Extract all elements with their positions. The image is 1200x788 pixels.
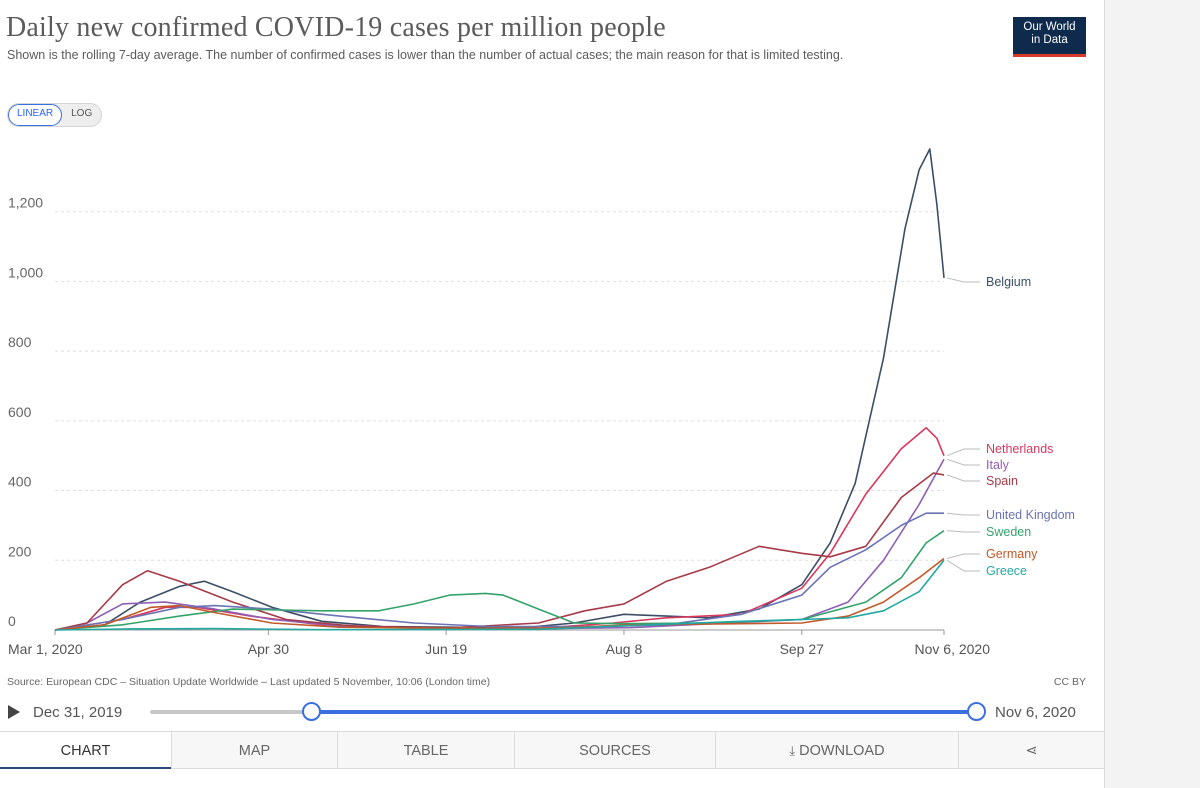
- series-label: Sweden: [986, 525, 1031, 539]
- play-icon[interactable]: [8, 705, 20, 719]
- label-leader-line: [946, 458, 980, 466]
- y-tick-label: 200: [8, 543, 32, 559]
- tab-table-label: TABLE: [403, 743, 449, 759]
- scale-toggle: LINEAR LOG: [7, 103, 103, 127]
- timeline-selected-range: [311, 710, 976, 714]
- x-tick-label: Jun 19: [425, 641, 467, 657]
- label-leader-line: [946, 277, 980, 283]
- tab-table[interactable]: TABLE: [337, 732, 514, 769]
- tab-download[interactable]: ⤓ DOWNLOAD: [715, 732, 958, 769]
- series-label: Germany: [986, 547, 1038, 561]
- label-leader-line: [946, 559, 980, 572]
- series-line-netherlands[interactable]: [54, 427, 945, 631]
- tab-chart[interactable]: CHART: [0, 732, 171, 769]
- label-leader-line: [946, 448, 980, 457]
- series-label: Greece: [986, 564, 1027, 578]
- label-leader-line: [946, 474, 980, 482]
- y-tick-label: 800: [8, 334, 32, 350]
- series-line-germany[interactable]: [54, 557, 945, 631]
- series-label: Belgium: [986, 275, 1031, 289]
- share-icon: ⋖: [1025, 743, 1038, 759]
- tab-chart-label: CHART: [60, 743, 111, 759]
- series-label: Spain: [986, 474, 1018, 488]
- y-axis: 0 200 400 600 800 1,000 1,200: [8, 195, 43, 629]
- y-tick-label: 400: [8, 474, 32, 490]
- tab-bar: CHART MAP TABLE SOURCES ⤓ DOWNLOAD ⋖: [0, 731, 1104, 770]
- series-labels: Belgium Netherlands Italy Spain United Kingd…: [946, 275, 1075, 578]
- tab-download-label: DOWNLOAD: [799, 743, 885, 759]
- timeline: Dec 31, 2019 Nov 6, 2020: [0, 698, 1104, 726]
- x-tick-label: Nov 6, 2020: [915, 641, 991, 657]
- x-tick-label: Aug 8: [606, 641, 643, 657]
- x-axis: Mar 1, 2020 Apr 30 Jun 19 Aug 8 Sep 27 Nov 6,…: [8, 630, 990, 657]
- tab-map-label: MAP: [238, 743, 271, 759]
- label-leader-line: [946, 553, 980, 560]
- series-label: Netherlands: [986, 442, 1053, 456]
- series-line-belgium[interactable]: [54, 148, 945, 631]
- download-icon: ⤓: [789, 743, 796, 758]
- label-leader-line: [946, 530, 980, 533]
- y-tick-label: 1,200: [8, 195, 43, 211]
- y-tick-label: 1,000: [8, 264, 43, 280]
- series-line-greece[interactable]: [54, 559, 945, 631]
- line-chart: 0 200 400 600 800 1,000 1,200 Mar 1, 2020 Apr 3…: [8, 148, 1075, 657]
- timeline-start-label: Dec 31, 2019: [33, 704, 123, 721]
- tab-map[interactable]: MAP: [171, 732, 337, 769]
- x-tick-label: Sep 27: [780, 641, 825, 657]
- license-link[interactable]: CC BY: [1053, 676, 1086, 688]
- tab-share[interactable]: ⋖: [958, 732, 1104, 769]
- series-label: United Kingdom: [986, 508, 1075, 522]
- series-label: Italy: [986, 458, 1010, 472]
- source-note: Source: European CDC – Situation Update …: [7, 676, 491, 688]
- timeline-end-label: Nov 6, 2020: [995, 704, 1076, 721]
- x-tick-label: Apr 30: [248, 641, 289, 657]
- x-tick-label: Mar 1, 2020: [8, 641, 83, 657]
- chart-title: Daily new confirmed COVID-19 cases per m…: [6, 12, 666, 43]
- tab-sources[interactable]: SOURCES: [514, 732, 715, 769]
- y-tick-label: 0: [8, 613, 16, 629]
- log-scale-button[interactable]: LOG: [71, 108, 93, 119]
- linear-scale-button[interactable]: LINEAR: [8, 104, 63, 126]
- chart-subtitle: Shown is the rolling 7-day average. The …: [7, 48, 844, 62]
- series-line-spain[interactable]: [54, 472, 945, 631]
- series-lines: [54, 148, 945, 631]
- logo-line-2: in Data: [1031, 34, 1068, 46]
- tab-sources-label: SOURCES: [579, 743, 651, 759]
- series-line-sweden[interactable]: [54, 530, 945, 631]
- y-tick-label: 600: [8, 404, 32, 420]
- grid-lines: [55, 211, 944, 631]
- timeline-end-handle[interactable]: [967, 702, 986, 721]
- series-line-italy[interactable]: [54, 458, 945, 631]
- chart-frame: Daily new confirmed COVID-19 cases per m…: [0, 0, 1105, 788]
- timeline-start-handle[interactable]: [302, 702, 321, 721]
- logo-line-1: Our World: [1023, 21, 1076, 33]
- owid-logo[interactable]: Our World in Data: [1013, 17, 1086, 57]
- label-leader-line: [946, 512, 980, 516]
